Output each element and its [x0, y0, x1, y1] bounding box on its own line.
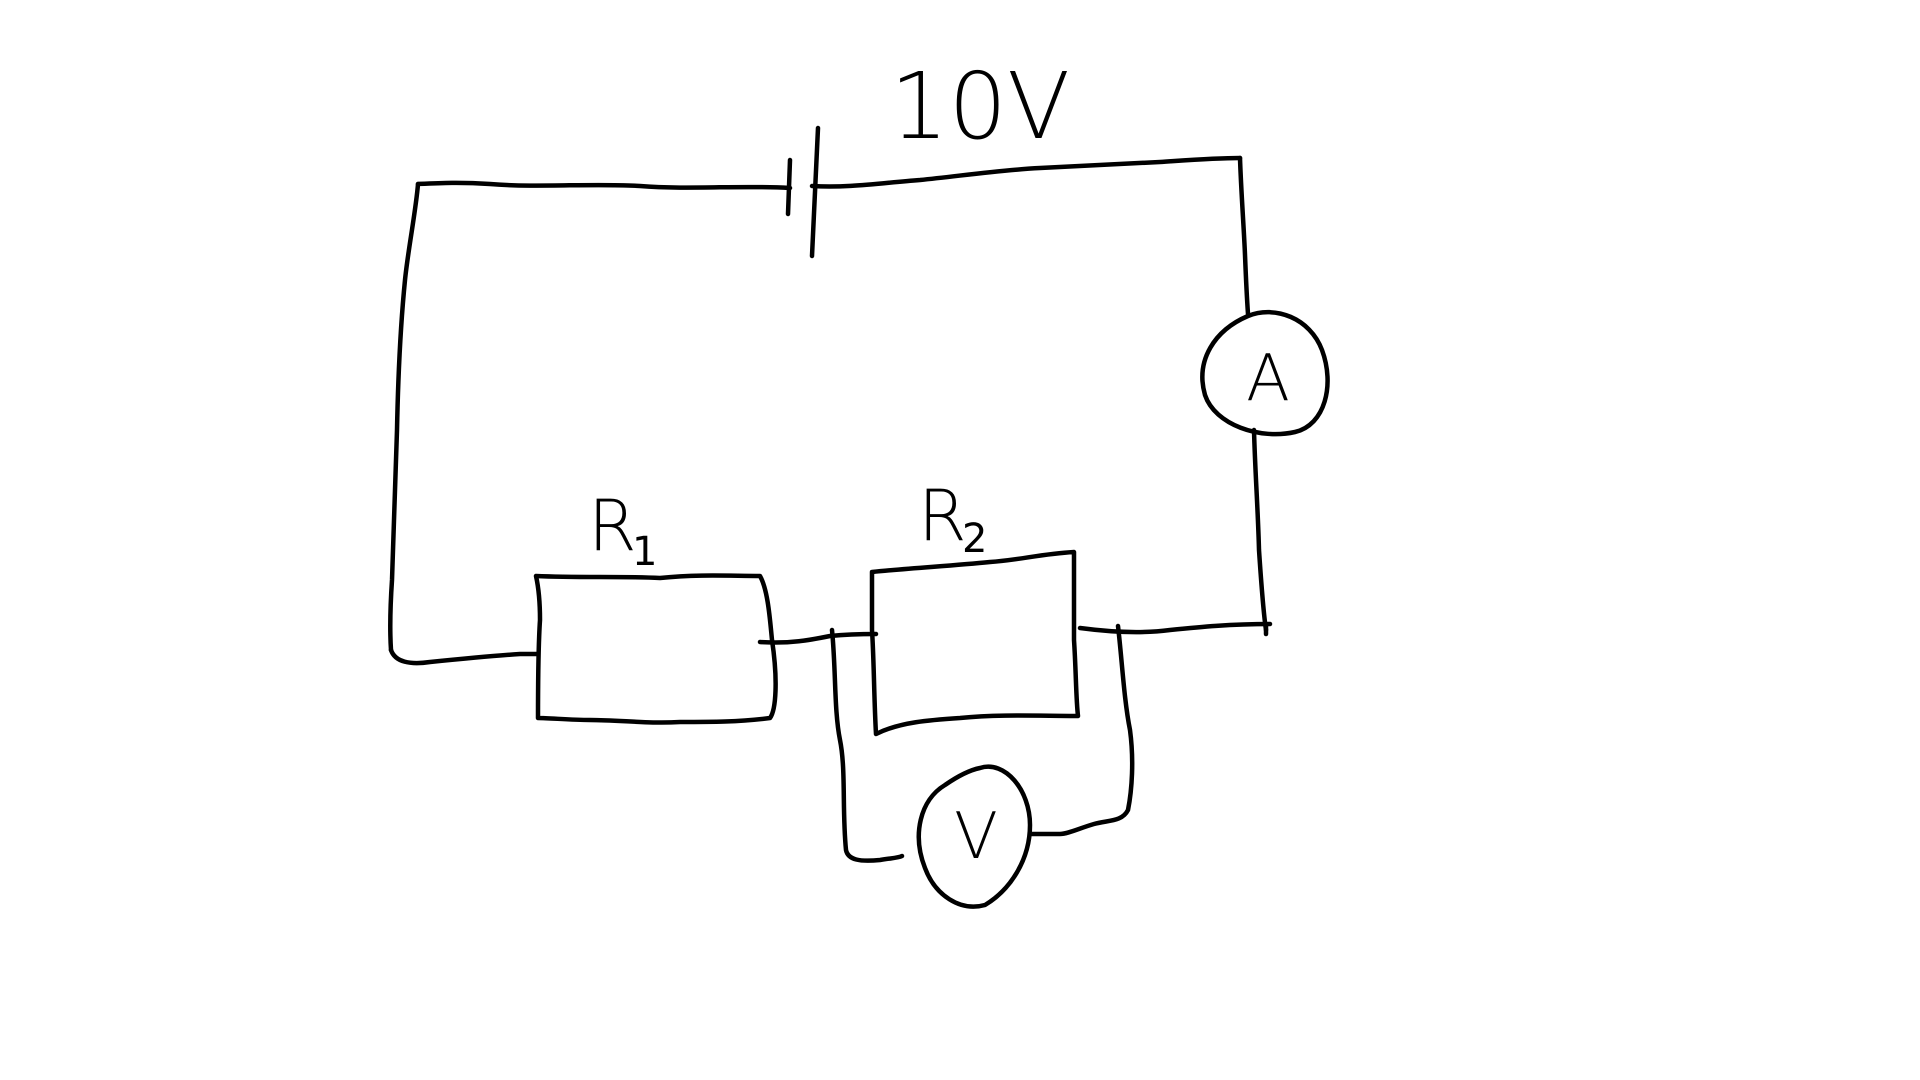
ammeter: A: [1200, 310, 1330, 437]
wire-bottom-left: [388, 647, 541, 666]
voltmeter: V: [916, 764, 1033, 909]
wire-voltmeter-right: [1027, 623, 1135, 837]
ammeter-label: A: [1246, 342, 1290, 416]
wire-right-lower: [1251, 427, 1269, 633]
battery-voltage-label: 10V: [890, 53, 1070, 160]
resistor-r2-letter: R: [918, 475, 967, 557]
battery-cell: [785, 125, 821, 259]
resistor-r1-letter: R: [588, 485, 637, 567]
wire-voltmeter-left: [829, 627, 905, 863]
resistor-r2-subscript: 2: [962, 516, 987, 562]
wire-bottom-right: [1077, 621, 1273, 635]
wire-right-upper: [1237, 155, 1251, 317]
wire-top-right: [809, 155, 1243, 189]
wire-r1-r2: [757, 631, 879, 645]
voltmeter-circle: [916, 764, 1033, 909]
ammeter-circle: [1200, 310, 1330, 437]
resistor-r1-label: R: [588, 485, 637, 567]
wire-top-left: [415, 180, 793, 191]
resistor-r1-subscript: 1: [632, 529, 657, 575]
voltmeter-label: V: [954, 800, 998, 874]
resistor-r1: R 1: [533, 485, 778, 725]
resistor-r2: R 2: [869, 475, 1081, 737]
resistor-r2-label: R: [918, 475, 967, 557]
battery-long-plate: [809, 125, 821, 259]
battery-short-plate: [785, 157, 793, 217]
wire-left: [388, 181, 421, 653]
resistor-r1-body: [533, 573, 778, 725]
resistor-r2-body: [869, 549, 1081, 737]
